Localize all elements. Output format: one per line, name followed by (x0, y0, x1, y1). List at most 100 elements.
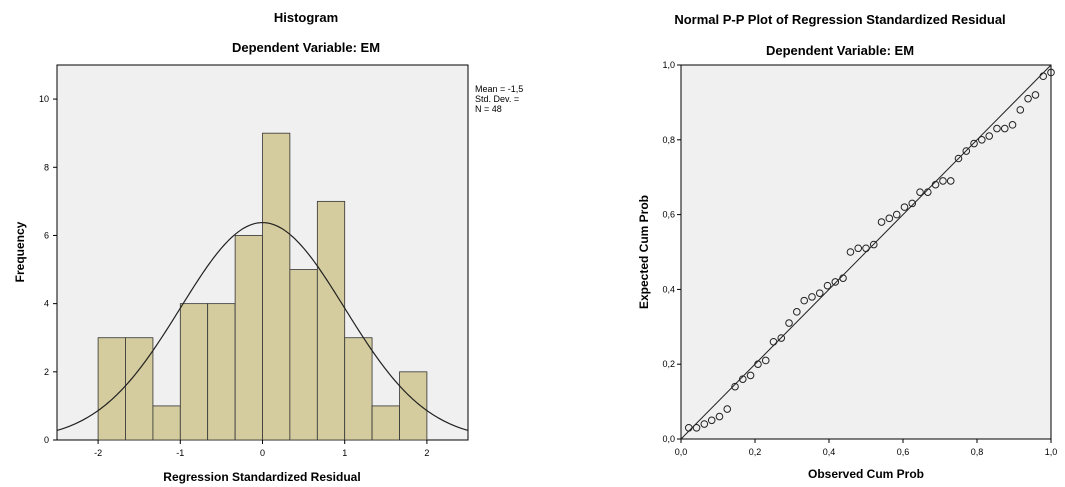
histogram-bar-11 (399, 371, 428, 441)
pp-point-23 (862, 244, 870, 253)
histogram-y-ticks: 0 2 4 6 8 10 (39, 94, 57, 445)
histogram-bar-4 (207, 303, 236, 441)
pp-point-14 (793, 308, 801, 316)
pp-point-20 (839, 274, 847, 282)
pp-point-39 (985, 132, 994, 140)
pp-point-21 (846, 248, 855, 256)
histogram-bar-1 (125, 337, 154, 441)
histogram-y-tick-label-5: 10 (39, 94, 49, 104)
histogram-subtitle: Dependent Variable: EM (232, 40, 380, 55)
pp-x-axis-label: Observed Cum Prob (808, 467, 924, 481)
histogram-y-tick-label-2: 4 (44, 299, 49, 309)
normal-curve-line (56, 222, 469, 432)
pp-point-26 (885, 214, 894, 223)
pp-y-ticks: 0,0 0,2 0,4 0,6 0,8 1,0 (662, 60, 681, 444)
pp-point-7 (738, 375, 747, 383)
pp-y-tick-label-5: 1,0 (662, 60, 675, 70)
pp-plot-title: Normal P-P Plot of Regression Standardiz… (674, 12, 1005, 27)
pp-point-38 (978, 136, 986, 144)
pp-point-13 (785, 319, 793, 327)
histogram-y-tick-label-3: 6 (44, 230, 49, 240)
pp-y-tick-label-0: 0,0 (662, 434, 675, 444)
histogram-y-tick-label-1: 2 (44, 367, 49, 377)
pp-point-18 (823, 281, 832, 290)
pp-point-28 (900, 203, 909, 211)
pp-point-45 (1031, 91, 1040, 99)
pp-y-tick-label-2: 0,4 (662, 284, 675, 294)
histogram-chart: Histogram Dependent Variable: EM -2 -1 0 1 2… (13, 10, 523, 484)
histogram-bar-6 (262, 132, 291, 441)
pp-x-tick-label-4: 0,8 (971, 447, 984, 457)
stats-line-0: Mean = -1,5 (475, 84, 523, 94)
pp-point-42 (1008, 121, 1017, 129)
pp-x-tick-label-5: 1,0 (1045, 447, 1058, 457)
pp-point-9 (754, 360, 762, 369)
histogram-bar-5 (234, 235, 263, 441)
pp-point-35 (954, 154, 963, 163)
histogram-title: Histogram (274, 10, 338, 25)
pp-plot-subtitle: Dependent Variable: EM (766, 43, 914, 58)
histogram-x-tick-label-3: 1 (342, 448, 347, 458)
histogram-bar-10 (371, 405, 400, 441)
pp-x-tick-label-0: 0,0 (675, 447, 688, 457)
pp-point-19 (831, 278, 840, 286)
histogram-x-tick-label-0: -2 (94, 448, 102, 458)
pp-point-2 (700, 420, 709, 428)
pp-point-8 (746, 371, 755, 380)
histogram-x-tick-label-1: -1 (176, 448, 184, 458)
pp-y-tick-label-4: 0,8 (662, 135, 675, 145)
pp-point-12 (777, 334, 786, 342)
pp-x-tick-label-3: 0,6 (897, 447, 910, 457)
pp-point-30 (916, 188, 924, 196)
pp-point-16 (808, 293, 816, 301)
stats-line-2: N = 48 (475, 104, 502, 114)
pp-point-24 (869, 240, 878, 249)
pp-point-22 (854, 244, 863, 253)
pp-point-0 (684, 423, 693, 432)
pp-point-15 (800, 296, 809, 305)
pp-x-tick-label-2: 0,4 (823, 447, 836, 457)
pp-point-41 (1000, 124, 1009, 133)
pp-point-5 (723, 405, 732, 413)
histogram-x-ticks: -2 -1 0 1 2 (94, 440, 429, 458)
histogram-bar-8 (316, 200, 346, 441)
pp-point-37 (970, 139, 978, 148)
pp-point-6 (731, 382, 739, 391)
pp-y-axis-label: Expected Cum Prob (637, 195, 651, 309)
pp-plot-chart: Normal P-P Plot of Regression Standardiz… (637, 12, 1057, 481)
pp-point-33 (939, 177, 947, 185)
histogram-x-tick-label-4: 2 (424, 448, 429, 458)
stats-line-1: Std. Dev. = (475, 94, 519, 104)
pp-point-31 (923, 188, 932, 196)
pp-point-17 (815, 289, 824, 297)
pp-point-43 (1016, 106, 1025, 114)
histogram-y-tick-label-0: 0 (44, 435, 49, 445)
pp-point-32 (931, 180, 940, 189)
histogram-bars (97, 132, 428, 441)
pp-point-11 (769, 337, 778, 346)
pp-x-ticks: 0,0 0,2 0,4 0,6 0,8 1,0 (675, 439, 1058, 457)
pp-points (684, 68, 1055, 432)
pp-point-46 (1039, 72, 1048, 81)
histogram-bar-0 (97, 337, 126, 441)
histogram-bar-9 (344, 337, 373, 441)
pp-y-tick-label-3: 0,6 (662, 210, 675, 220)
pp-point-4 (715, 412, 724, 421)
pp-point-44 (1024, 94, 1032, 103)
histogram-bar-7 (289, 269, 318, 441)
pp-point-29 (908, 199, 917, 208)
histogram-y-axis-label: Frequency (13, 221, 27, 282)
pp-point-40 (993, 124, 1001, 133)
pp-point-36 (962, 147, 971, 155)
pp-point-25 (877, 218, 886, 226)
histogram-y-tick-label-4: 8 (44, 162, 49, 172)
pp-point-47 (1047, 68, 1055, 77)
histogram-x-axis-label: Regression Standardized Residual (163, 470, 360, 484)
pp-y-tick-label-1: 0,2 (662, 359, 675, 369)
pp-x-tick-label-1: 0,2 (749, 447, 762, 457)
histogram-bar-3 (179, 303, 209, 441)
pp-point-1 (692, 423, 701, 432)
